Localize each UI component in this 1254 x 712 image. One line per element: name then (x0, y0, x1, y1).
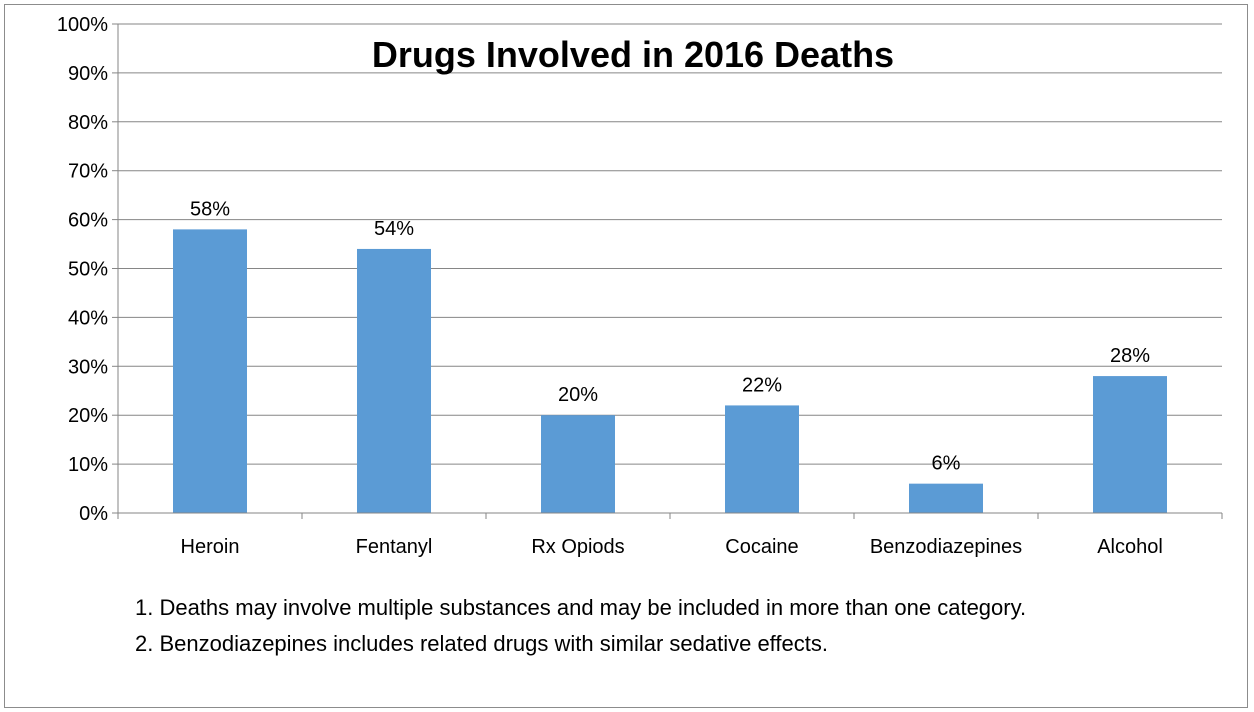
bar (909, 483, 983, 513)
bar (725, 405, 799, 513)
data-labels: 58% 54% 20% 22% 6% 28% (190, 198, 1150, 474)
category-label: Benzodiazepines (870, 536, 1022, 558)
y-tick-label: 90% (68, 63, 108, 85)
data-label: 28% (1110, 345, 1150, 367)
y-tick-label: 30% (68, 356, 108, 378)
y-tick-label: 70% (68, 161, 108, 183)
y-tick-label: 40% (68, 307, 108, 329)
footnote-1: 1. Deaths may involve multiple substance… (135, 595, 1027, 620)
gridlines (118, 23, 1222, 465)
bar (1093, 376, 1167, 513)
bars (173, 229, 1167, 513)
y-tick-label: 60% (68, 210, 108, 232)
category-label: Fentanyl (356, 536, 433, 558)
y-tick-label: 20% (68, 405, 108, 427)
data-label: 58% (190, 198, 230, 220)
footnotes: 1. Deaths may involve multiple substance… (135, 590, 1026, 662)
data-label: 20% (558, 384, 598, 406)
y-tick-label: 10% (68, 454, 108, 476)
y-tick-label: 80% (68, 112, 108, 134)
data-label: 22% (742, 374, 782, 396)
y-tick-label: 100% (57, 14, 108, 36)
footnote-2: 2. Benzodiazepines includes related drug… (135, 631, 828, 656)
category-label: Alcohol (1097, 536, 1163, 558)
bar (541, 415, 615, 513)
category-label: Cocaine (725, 536, 798, 558)
x-axis-ticks: Heroin Fentanyl Rx Opiods Cocaine Benzodiaze… (117, 512, 1223, 558)
data-label: 54% (374, 218, 414, 240)
bar (173, 229, 247, 513)
y-axis-ticks: 0% 10% 20% 30% 40% 50% 60% 70% 80% 90% 100% (57, 14, 119, 525)
chart-title: Drugs Involved in 2016 Deaths (372, 34, 894, 75)
y-tick-label: 0% (79, 503, 108, 525)
category-label: Rx Opiods (531, 536, 624, 558)
bar (357, 248, 431, 513)
y-tick-label: 50% (68, 259, 108, 281)
category-label: Heroin (181, 536, 240, 558)
data-label: 6% (932, 453, 961, 475)
